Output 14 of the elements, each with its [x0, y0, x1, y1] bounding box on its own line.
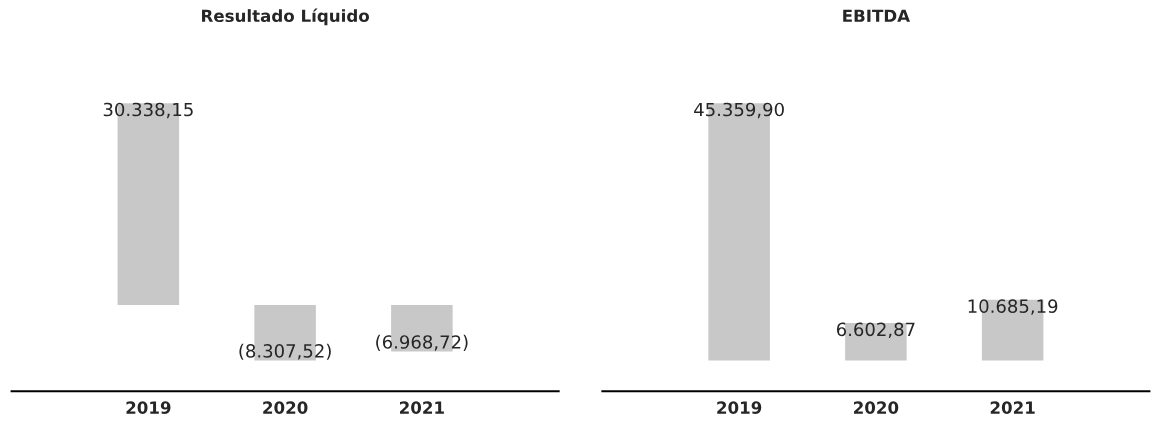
data-label: 6.602,87: [836, 322, 915, 338]
x-tick-label: 2020: [854, 401, 899, 414]
data-label: 10.685,19: [968, 299, 1058, 315]
x-tick-label: 2021: [399, 401, 444, 414]
data-label: (6.968,72): [376, 334, 468, 351]
x-tick-label: 2019: [717, 401, 762, 414]
x-tick-label: 2020: [263, 401, 308, 414]
data-label: 45.359,90: [694, 102, 784, 119]
x-tick-label: 2021: [990, 401, 1035, 414]
chart-title: EBITDA: [843, 9, 910, 22]
data-label: 30.338,15: [103, 102, 193, 119]
chart-title: Resultado Líquido: [202, 8, 370, 26]
data-label: (8.307,52): [239, 343, 331, 360]
x-tick-label: 2019: [126, 401, 171, 414]
